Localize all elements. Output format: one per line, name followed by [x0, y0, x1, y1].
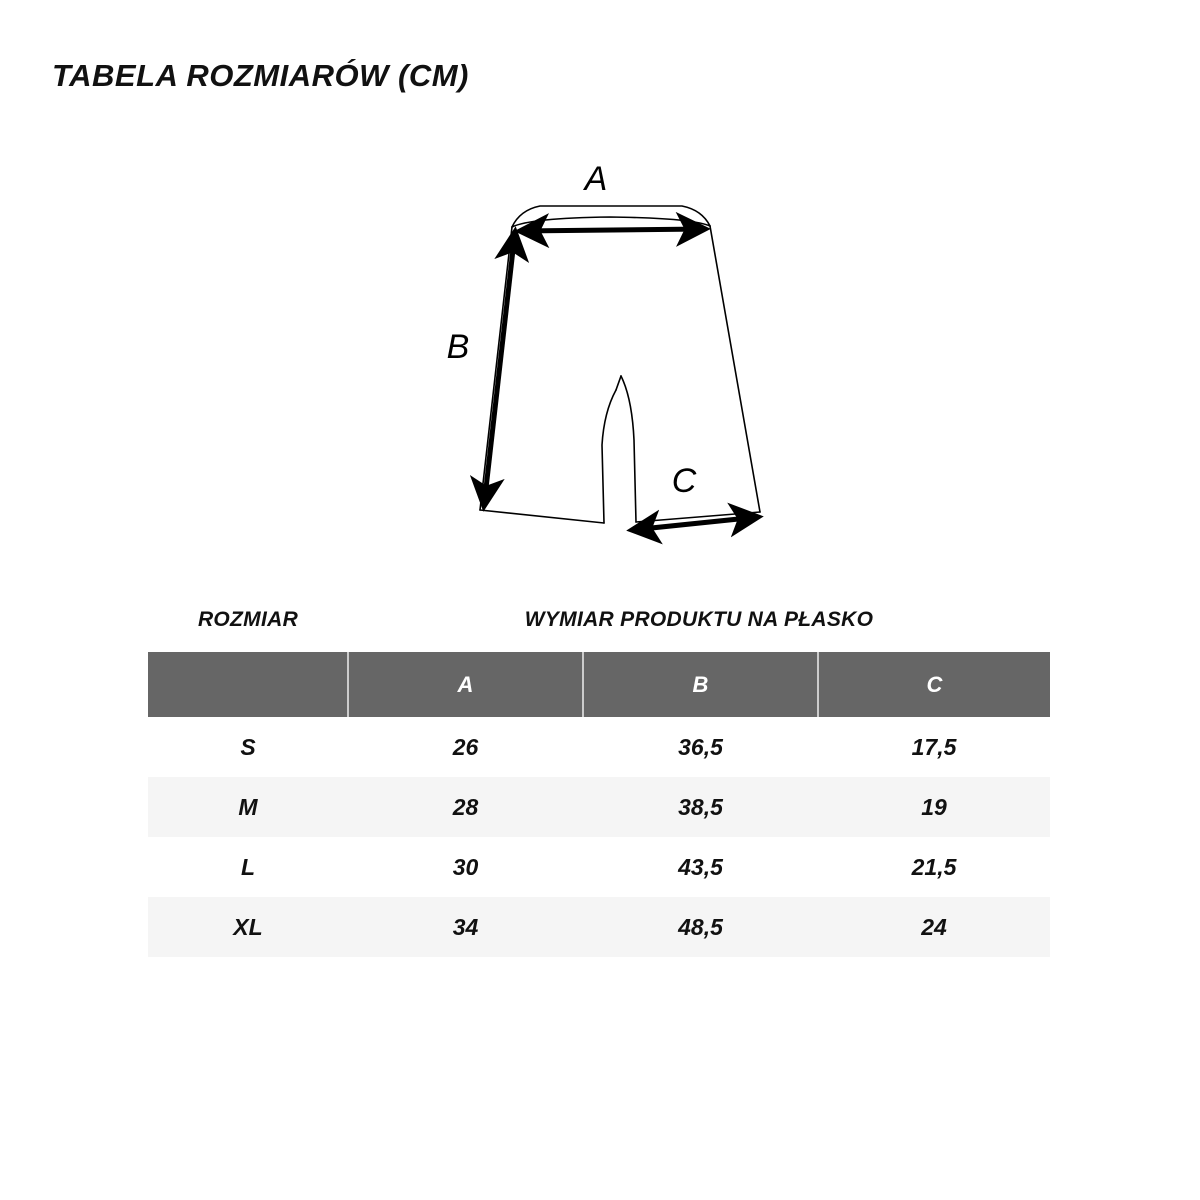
measurement-arrow-a [514, 211, 711, 249]
measurement-label-c: C [672, 462, 697, 500]
table-row: M 28 38,5 19 [148, 777, 1050, 837]
cell-b: 38,5 [583, 777, 818, 837]
cell-a: 28 [348, 777, 583, 837]
measurement-label-b: B [447, 328, 470, 366]
measurement-label-a: A [583, 160, 608, 198]
measurement-arrow-b [469, 226, 530, 512]
shorts-measurement-diagram: A B C [420, 140, 800, 570]
column-header-size [148, 652, 349, 717]
cell-c: 19 [818, 777, 1050, 837]
cell-size: XL [148, 897, 348, 957]
group-header-dimensions: WYMIAR PRODUKTU NA PŁASKO [524, 608, 874, 631]
group-header-size: ROZMIAR [197, 608, 299, 631]
cell-c: 24 [818, 897, 1050, 957]
measurement-arrow-c [626, 502, 764, 545]
cell-a: 30 [348, 837, 583, 897]
cell-size: M [148, 777, 348, 837]
size-table-body: S 26 36,5 17,5 M 28 38,5 19 L 30 43,5 21… [148, 717, 1050, 957]
size-table-head: A B C [148, 652, 1050, 717]
cell-a: 26 [348, 717, 583, 777]
page-title: TABELA ROZMIARÓW (CM) [52, 58, 469, 93]
size-table-section: ROZMIAR WYMIAR PRODUKTU NA PŁASKO A B C … [148, 608, 1050, 957]
cell-a: 34 [348, 897, 583, 957]
size-table: A B C S 26 36,5 17,5 M 28 38,5 19 L 30 4… [148, 652, 1050, 957]
cell-b: 48,5 [583, 897, 818, 957]
column-header-b: B [583, 652, 819, 717]
column-header-a: A [348, 652, 584, 717]
cell-b: 36,5 [583, 717, 818, 777]
cell-size: L [148, 837, 348, 897]
shorts-outline [479, 205, 761, 524]
cell-c: 17,5 [818, 717, 1050, 777]
table-row: S 26 36,5 17,5 [148, 717, 1050, 777]
cell-b: 43,5 [583, 837, 818, 897]
column-header-c: C [818, 652, 1050, 717]
cell-c: 21,5 [818, 837, 1050, 897]
table-row: L 30 43,5 21,5 [148, 837, 1050, 897]
cell-size: S [148, 717, 348, 777]
table-group-headers: ROZMIAR WYMIAR PRODUKTU NA PŁASKO [148, 608, 1050, 652]
shorts-diagram-svg: A B C [447, 160, 764, 545]
table-row: XL 34 48,5 24 [148, 897, 1050, 957]
table-header-row: A B C [148, 652, 1050, 717]
